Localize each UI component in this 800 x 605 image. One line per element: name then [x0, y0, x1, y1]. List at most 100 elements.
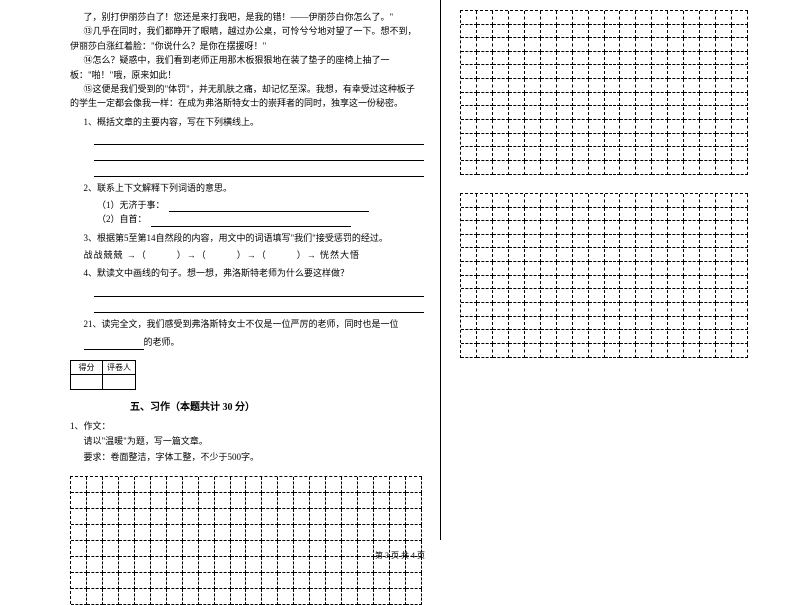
grid-cell — [374, 589, 390, 605]
grid-cell — [509, 120, 525, 134]
grid-cell — [700, 134, 716, 148]
grid-cell — [716, 11, 732, 25]
reviewer-label: 评卷人 — [103, 361, 135, 375]
grid-cell — [493, 38, 509, 52]
grid-cell — [390, 493, 406, 509]
grid-cell — [310, 493, 326, 509]
grid-cell — [493, 79, 509, 93]
grid-cell — [700, 148, 716, 162]
grid-cell — [573, 249, 589, 263]
grid-cell — [493, 290, 509, 304]
grid-cell — [620, 11, 636, 25]
grid-cell — [652, 79, 668, 93]
grid-cell — [700, 276, 716, 290]
grid-cell — [573, 79, 589, 93]
grid-cell — [461, 317, 477, 331]
grid-cell — [573, 66, 589, 80]
grid-cell — [541, 208, 557, 222]
grid-cell — [461, 148, 477, 162]
question-3-process: 战战兢兢 →（ ）→（ ）→（ ）→ 恍然大悟 — [70, 248, 420, 262]
grid-cell — [636, 208, 652, 222]
grid-cell — [557, 79, 573, 93]
grid-cell — [684, 317, 700, 331]
grid-cell — [573, 303, 589, 317]
grid-cell — [620, 161, 636, 175]
grid-cell — [477, 249, 493, 263]
grid-cell — [477, 148, 493, 162]
grid-cell — [589, 344, 605, 358]
grid-cell — [557, 249, 573, 263]
grid-cell — [684, 11, 700, 25]
grid-cell — [700, 290, 716, 304]
grid-cell — [557, 93, 573, 107]
grid-cell — [652, 107, 668, 121]
grid-cell — [525, 134, 541, 148]
grid-cell — [557, 52, 573, 66]
essay-req-1: 请以"温暖"为题，写一篇文章。 — [70, 433, 420, 449]
grid-cell — [183, 493, 199, 509]
grid-cell — [294, 573, 310, 589]
grid-cell — [493, 134, 509, 148]
grid-cell — [509, 208, 525, 222]
grid-cell — [589, 79, 605, 93]
grid-cell — [477, 66, 493, 80]
grid-cell — [620, 208, 636, 222]
grid-cell — [493, 221, 509, 235]
grid-cell — [573, 93, 589, 107]
grid-cell — [589, 93, 605, 107]
grid-cell — [668, 120, 684, 134]
grid-cell — [732, 317, 748, 331]
grid-cell — [716, 317, 732, 331]
grid-cell — [668, 134, 684, 148]
grid-cell — [326, 493, 342, 509]
grid-cell — [477, 235, 493, 249]
grid-cell — [668, 79, 684, 93]
grid-cell — [87, 477, 103, 493]
grid-cell — [493, 25, 509, 39]
grid-cell — [509, 107, 525, 121]
answer-blank-inline — [151, 213, 351, 227]
grid-cell — [668, 276, 684, 290]
grid-cell — [620, 79, 636, 93]
grid-cell — [636, 221, 652, 235]
writing-grid-left — [70, 476, 422, 604]
reviewer-value — [103, 375, 135, 389]
grid-cell — [199, 573, 215, 589]
grid-cell — [541, 194, 557, 208]
grid-cell — [541, 79, 557, 93]
grid-cell — [700, 331, 716, 345]
grid-cell — [294, 589, 310, 605]
grid-cell — [541, 38, 557, 52]
grid-cell — [119, 477, 135, 493]
grid-cell — [668, 52, 684, 66]
grid-cell — [541, 221, 557, 235]
grid-cell — [573, 290, 589, 304]
q2b-label: （2）自首： — [97, 214, 147, 224]
grid-cell — [668, 93, 684, 107]
grid-cell — [461, 107, 477, 121]
grid-cell — [636, 235, 652, 249]
grid-cell — [374, 509, 390, 525]
grid-cell — [477, 11, 493, 25]
grid-cell — [525, 79, 541, 93]
grid-cell — [620, 249, 636, 263]
grid-cell — [716, 331, 732, 345]
grid-cell — [668, 66, 684, 80]
grid-cell — [541, 317, 557, 331]
answer-blank — [94, 299, 424, 313]
grid-cell — [477, 38, 493, 52]
grid-cell — [374, 525, 390, 541]
grid-cell — [668, 208, 684, 222]
grid-cell — [71, 525, 87, 541]
grid-cell — [636, 107, 652, 121]
grid-cell — [135, 573, 151, 589]
grid-cell — [406, 589, 422, 605]
grid-cell — [461, 25, 477, 39]
grid-cell — [541, 93, 557, 107]
grid-cell — [167, 589, 183, 605]
grid-cell — [183, 525, 199, 541]
grid-cell — [294, 525, 310, 541]
grid-cell — [589, 208, 605, 222]
grid-cell — [557, 161, 573, 175]
score-box: 得分 评卷人 — [70, 360, 136, 390]
